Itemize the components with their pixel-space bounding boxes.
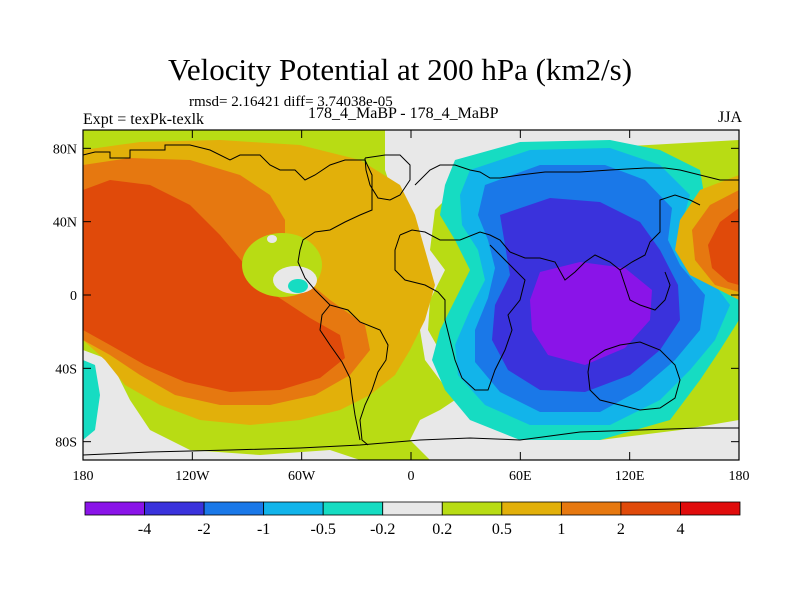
colorbar-swatch [501, 501, 562, 516]
field-near-zero-southwest [83, 350, 360, 460]
y-tick-label: 40N [53, 216, 77, 231]
colorbar-label: -1 [257, 521, 270, 538]
x-tick-label: 120E [615, 469, 645, 484]
stats-text: rmsd= 2.16421 diff= 3.74038e-05 [189, 94, 393, 110]
field-west-pos-2 [83, 180, 345, 392]
case-label: 178_4_MaBP - 178_4_MaBP [308, 105, 499, 122]
coastlines [83, 144, 739, 456]
season-label: JJA [717, 109, 742, 126]
colorbar-swatch [263, 501, 324, 516]
field-east-pos-2 [708, 208, 739, 285]
colorbar-label: -4 [138, 521, 151, 538]
coast-north-america [83, 144, 373, 306]
y-axis: 80N 40N 0 40S 80S [53, 142, 739, 451]
field-neg-4 [530, 262, 652, 365]
x-tick-label: 120W [175, 469, 210, 484]
field-small-grey-dot [267, 235, 277, 243]
x-tick-label: 0 [408, 469, 415, 484]
colorbar-swatch [322, 501, 384, 516]
y-tick-label: 80N [53, 142, 77, 157]
colorbar-swatch [144, 501, 205, 516]
colorbar-label: 2 [617, 521, 625, 538]
coast-australia [587, 341, 681, 411]
coast-mediterranean [399, 229, 511, 253]
colorbar-label: 1 [557, 521, 565, 538]
x-tick-label: 60E [509, 469, 532, 484]
field-southwest-cyan [83, 360, 100, 440]
coast-se-asia [619, 269, 671, 311]
experiment-label: Expt = texPk-texlk [83, 111, 205, 128]
colorbar-label: 0.5 [492, 521, 512, 538]
colorbar-label: -0.5 [311, 521, 336, 538]
colorbar-label: -2 [197, 521, 210, 538]
colorbar-label: -0.2 [370, 521, 395, 538]
chart-title: Velocity Potential at 200 hPa (km2/s) [167, 52, 633, 87]
coast-greenland [364, 154, 411, 201]
field-near-zero-band [385, 130, 739, 460]
coast-europe [414, 164, 739, 186]
coast-south-america-west [319, 304, 361, 441]
colorbar: -4 -2 -1 -0.5 -0.2 0.2 0.5 1 2 4 [84, 501, 741, 538]
coast-africa [394, 234, 526, 391]
colorbar-swatch [203, 501, 265, 516]
y-tick-label: 40S [55, 362, 77, 377]
colorbar-swatch [382, 501, 443, 516]
coast-antarctica [83, 427, 739, 456]
colorbar-swatch [620, 501, 681, 516]
y-tick-label: 0 [70, 289, 77, 304]
coast-south-america [329, 304, 389, 446]
x-tick-label: 180 [73, 469, 94, 484]
colorbar-swatch [560, 501, 622, 516]
colorbar-swatch [680, 501, 741, 516]
colorbar-swatch [441, 501, 503, 516]
x-tick-label: 60W [288, 469, 316, 484]
colorbar-label: 0.2 [432, 521, 452, 538]
x-axis: 180 120W 60W 0 60E 120E 180 [73, 130, 750, 484]
field-small-cyan-blob [288, 279, 308, 293]
colorbar-label: 4 [676, 521, 684, 538]
colorbar-swatch [84, 501, 145, 516]
map-area [83, 130, 739, 460]
x-tick-label: 180 [729, 469, 750, 484]
y-tick-label: 80S [55, 436, 77, 451]
